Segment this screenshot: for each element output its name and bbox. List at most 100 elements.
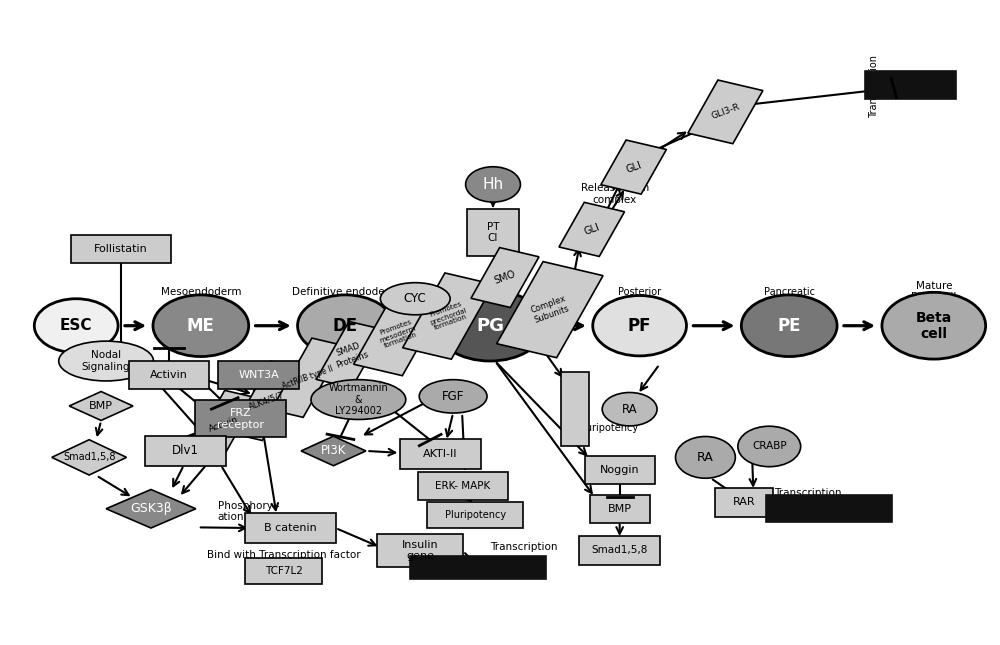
Text: Posterior
foregut: Posterior foregut [618,287,661,309]
Text: Noggin: Noggin [600,465,639,475]
FancyBboxPatch shape [129,361,209,390]
FancyBboxPatch shape [601,140,666,194]
FancyBboxPatch shape [688,80,763,144]
Text: PG: PG [476,317,504,335]
Text: Complex
Subunits: Complex Subunits [529,294,571,325]
Text: FRZ
receptor: FRZ receptor [217,408,264,430]
Text: PT
CI: PT CI [487,222,499,243]
Text: Bind with Transcription factor: Bind with Transcription factor [207,550,360,560]
Text: RA: RA [622,402,637,415]
Ellipse shape [380,283,450,315]
Circle shape [153,295,249,357]
FancyBboxPatch shape [467,209,519,256]
Text: SMAD
Proteins: SMAD Proteins [331,340,370,370]
Text: Follistatin: Follistatin [94,244,148,253]
Text: Pluripotency: Pluripotency [445,510,506,520]
Text: ActRIIB type II: ActRIIB type II [281,364,334,391]
FancyBboxPatch shape [403,273,494,359]
FancyBboxPatch shape [271,338,344,417]
Ellipse shape [59,341,153,381]
Text: Nodal
Signaling: Nodal Signaling [82,350,130,372]
Text: RAR: RAR [733,497,756,508]
Text: Definitive endoderm: Definitive endoderm [292,287,399,297]
FancyBboxPatch shape [230,361,303,441]
FancyBboxPatch shape [715,488,773,517]
Text: FGF: FGF [442,390,464,403]
Circle shape [298,295,393,357]
Text: Promotes
mesoderm
formation: Promotes mesoderm formation [377,318,420,350]
Text: Insulin
gene: Insulin gene [402,540,439,561]
Text: PF: PF [628,317,651,335]
Text: B catenin: B catenin [264,523,317,533]
Text: ESC: ESC [60,318,92,333]
Text: SMO: SMO [493,269,517,286]
Ellipse shape [602,393,657,426]
Text: Transcription: Transcription [774,488,842,498]
Text: Transcription: Transcription [869,55,879,117]
FancyBboxPatch shape [195,400,286,437]
Text: BMP: BMP [89,401,113,411]
Circle shape [593,295,686,356]
Text: CYC: CYC [404,292,427,305]
Text: PI3K: PI3K [321,444,346,457]
Text: BMP: BMP [608,504,632,514]
FancyBboxPatch shape [71,235,171,263]
Circle shape [741,295,837,357]
Circle shape [435,290,545,361]
Text: ERK- MAPK: ERK- MAPK [435,481,491,491]
FancyBboxPatch shape [145,435,226,466]
Polygon shape [301,436,366,466]
Text: GLI: GLI [624,160,643,175]
Text: Release from
complex: Release from complex [581,183,649,205]
Text: ALK4/5/7: ALK4/5/7 [247,390,286,412]
Polygon shape [69,392,133,421]
FancyBboxPatch shape [191,390,257,457]
Text: PE: PE [777,317,801,335]
Text: Primitive
gut tube: Primitive gut tube [468,281,512,303]
Text: AKTI-II: AKTI-II [423,449,457,459]
Text: RA: RA [697,451,714,464]
FancyBboxPatch shape [585,456,655,484]
Text: Phosphoryl-
ation: Phosphoryl- ation [218,501,279,522]
Text: TCF7L2: TCF7L2 [265,566,303,576]
Text: GLI: GLI [583,222,601,237]
FancyBboxPatch shape [865,71,956,99]
Text: GLI3-R: GLI3-R [710,103,741,121]
Ellipse shape [419,380,487,413]
Text: Wortmannin
&
LY294002: Wortmannin & LY294002 [329,383,388,416]
FancyBboxPatch shape [218,361,299,390]
FancyBboxPatch shape [590,495,650,523]
FancyBboxPatch shape [561,372,589,446]
Text: Activin: Activin [208,415,240,433]
Text: WNT3A: WNT3A [238,370,279,380]
Ellipse shape [311,380,406,419]
Circle shape [34,299,118,353]
Text: Mature
Beta cell: Mature Beta cell [911,281,956,303]
Text: Activin: Activin [150,370,188,380]
Text: Smad1,5,8: Smad1,5,8 [63,452,115,462]
Text: Pancreatic
endoderm: Pancreatic endoderm [764,287,815,309]
FancyBboxPatch shape [410,556,546,579]
FancyBboxPatch shape [559,203,625,257]
Text: Promotes
prechordal
formation: Promotes prechordal formation [427,300,470,332]
Ellipse shape [738,426,801,467]
FancyBboxPatch shape [377,534,463,567]
FancyBboxPatch shape [418,472,508,501]
Text: GSK3β: GSK3β [130,502,172,515]
FancyBboxPatch shape [427,502,523,528]
FancyBboxPatch shape [316,321,385,388]
FancyBboxPatch shape [497,262,603,358]
FancyBboxPatch shape [354,292,443,375]
FancyBboxPatch shape [245,513,336,543]
Text: Pluripotency: Pluripotency [577,424,638,433]
Ellipse shape [676,437,735,478]
Text: DE: DE [333,317,358,335]
Circle shape [882,292,986,359]
FancyBboxPatch shape [400,439,481,469]
Text: CRABP: CRABP [752,441,787,451]
Polygon shape [106,490,196,528]
Text: Mesoendoderm: Mesoendoderm [161,287,241,297]
Text: Dlv1: Dlv1 [172,444,199,457]
FancyBboxPatch shape [245,558,322,584]
Ellipse shape [466,167,520,202]
